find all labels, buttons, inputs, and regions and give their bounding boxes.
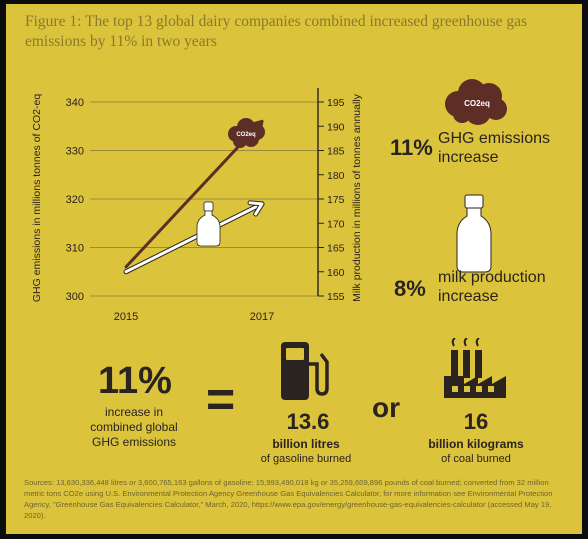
right-axis-ticks: 195 190 185 180 175 170 165 160 155	[318, 97, 345, 303]
right-tick-label: 155	[327, 291, 345, 303]
co2-cloud-large-icon: CO2eq	[445, 79, 507, 125]
equivalence-desc-line3: GHG emissions	[91, 435, 177, 449]
x-tick-label: 2015	[114, 311, 138, 323]
x-tick-label: 2017	[250, 311, 274, 323]
series-arrowhead	[248, 201, 264, 216]
milk-label-line2: increase	[438, 288, 499, 305]
right-tick-label: 165	[327, 243, 345, 255]
right-tick-label: 180	[327, 170, 345, 182]
right-tick-label: 185	[327, 146, 345, 158]
gas-desc: of gasoline burned	[260, 453, 352, 465]
right-tick-label: 190	[327, 121, 345, 133]
equals-sign: =	[206, 371, 236, 427]
left-tick-label: 310	[66, 243, 84, 255]
chart-grid	[90, 101, 318, 297]
equivalence-desc-line2: combined global	[90, 420, 178, 434]
coal-unit: billion kilograms	[428, 437, 524, 451]
chart-cloud-label: CO2eq	[236, 132, 256, 138]
milk-percent: 8%	[394, 276, 426, 301]
equivalence-percent: 11%	[98, 360, 172, 402]
dual-axis-chart: 340 330 320 310 300 195 190 185 180 175 170 165 160…	[31, 88, 363, 323]
gas-value: 13.6	[286, 409, 330, 434]
right-tick-label: 170	[327, 218, 345, 230]
gas-pump-icon	[281, 342, 329, 400]
ghg-label-line1: GHG emissions	[438, 130, 551, 147]
left-tick-label: 330	[66, 146, 84, 158]
sources-note: Sources: 13,630,336,448 litres or 3,600,…	[24, 478, 553, 520]
cloud-label: CO2eq	[464, 99, 490, 108]
ghg-label-line2: increase	[438, 149, 499, 166]
coal-value: 16	[463, 409, 489, 434]
right-tick-label: 195	[327, 97, 345, 109]
infographic-card: Figure 1: The top 13 global dairy compan…	[6, 4, 582, 534]
gas-unit: billion litres	[272, 437, 340, 451]
co2-cloud-icon: CO2eq	[228, 118, 265, 148]
right-tick-label: 175	[327, 194, 345, 206]
left-tick-label: 300	[66, 291, 84, 303]
left-tick-label: 340	[66, 97, 84, 109]
left-axis-ticks: 340 330 320 310 300	[66, 97, 84, 303]
right-tick-label: 160	[327, 267, 345, 279]
figure-title: Figure 1: The top 13 global dairy compan…	[25, 13, 528, 50]
equivalence-desc-line1: increase in	[104, 405, 164, 419]
left-tick-label: 320	[66, 194, 84, 206]
y-right-label: Milk production in millions of tonnes an…	[351, 93, 363, 302]
milk-label-line1: milk production	[438, 269, 546, 286]
x-axis-ticks: 2015 2017	[114, 311, 274, 323]
or-text: or	[372, 392, 400, 423]
series-line	[124, 202, 264, 274]
milk-bottle-large-icon	[456, 194, 492, 273]
milk-bottle-icon	[196, 201, 221, 247]
ghg-percent: 11%	[390, 135, 433, 160]
coal-desc: of coal burned	[441, 453, 511, 465]
y-left-label: GHG emissions in millions tonnes of CO2-…	[31, 94, 43, 302]
factory-icon	[444, 338, 506, 398]
